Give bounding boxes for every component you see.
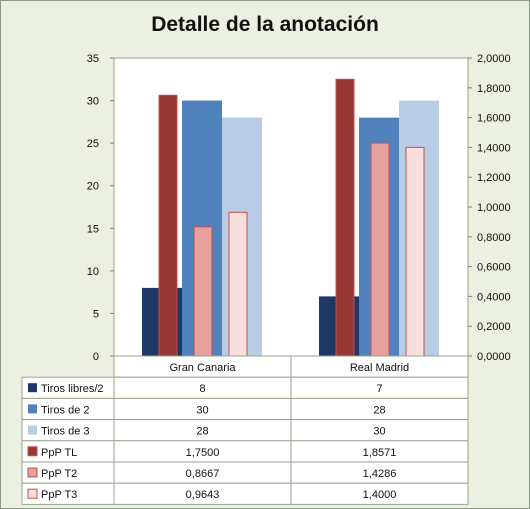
- category-label: Real Madrid: [350, 362, 409, 374]
- right-tick-label: 1,6000: [477, 113, 511, 125]
- bar-ppp-t3: [405, 146, 425, 357]
- table-row: [21, 440, 469, 463]
- left-tick-label: 5: [93, 308, 99, 320]
- chart-title: Detalle de la anotación: [151, 13, 379, 36]
- right-tick-label: 0,0000: [477, 351, 511, 363]
- left-tick-label: 35: [87, 53, 99, 65]
- table-cell-value: 1,8571: [363, 447, 397, 459]
- series-name: Tiros libres/2: [41, 383, 104, 395]
- table-cell-value: 1,4286: [363, 468, 397, 480]
- table-cell-value: 28: [196, 426, 208, 438]
- right-tick-label: 1,4000: [477, 142, 511, 154]
- right-tick-label: 1,0000: [477, 202, 511, 214]
- table-cell-value: 0,9643: [186, 489, 220, 501]
- table-cell-value: 8: [199, 383, 205, 395]
- bar-ppp-t3: [228, 211, 248, 357]
- table-cell-value: 30: [196, 404, 208, 416]
- right-tick-label: 2,0000: [477, 53, 511, 65]
- right-tick-label: 0,6000: [477, 262, 511, 274]
- legend-key: [27, 467, 38, 478]
- table-row: [21, 461, 469, 484]
- bar-ppp-t2: [193, 226, 213, 357]
- table-cell-value: 1,4000: [363, 489, 397, 501]
- left-tick-label: 25: [87, 138, 99, 150]
- series-name: Tiros de 2: [41, 404, 90, 416]
- legend-key: [27, 446, 38, 457]
- left-tick-label: 15: [87, 223, 99, 235]
- series-name: PpP T2: [41, 468, 77, 480]
- right-tick-label: 1,2000: [477, 172, 511, 184]
- legend-key: [28, 425, 37, 435]
- table-cell-value: 1,7500: [186, 447, 220, 459]
- legend-key: [28, 383, 37, 393]
- bar-ppp-t2: [370, 142, 390, 357]
- right-tick-label: 0,2000: [477, 321, 511, 333]
- right-tick-label: 0,8000: [477, 232, 511, 244]
- series-name: PpP T3: [41, 489, 77, 501]
- legend-key: [27, 488, 38, 499]
- bar-ppp-tl: [335, 78, 355, 357]
- table-row: [21, 482, 469, 505]
- left-tick-label: 20: [87, 181, 99, 193]
- category-label: Gran Canaria: [169, 362, 236, 374]
- left-tick-label: 0: [93, 351, 99, 363]
- table-cell-value: 7: [376, 383, 382, 395]
- right-tick-label: 1,8000: [477, 83, 511, 95]
- bar-ppp-tl: [158, 94, 178, 357]
- legend-key: [28, 404, 37, 414]
- table-cell-value: 30: [373, 426, 385, 438]
- right-tick-label: 0,4000: [477, 291, 511, 303]
- series-name: PpP TL: [41, 447, 77, 459]
- table-cell-value: 0,8667: [186, 468, 220, 480]
- left-tick-label: 30: [87, 96, 99, 108]
- series-name: Tiros de 3: [41, 426, 90, 438]
- table-cell-value: 28: [373, 404, 385, 416]
- left-tick-label: 10: [87, 266, 99, 278]
